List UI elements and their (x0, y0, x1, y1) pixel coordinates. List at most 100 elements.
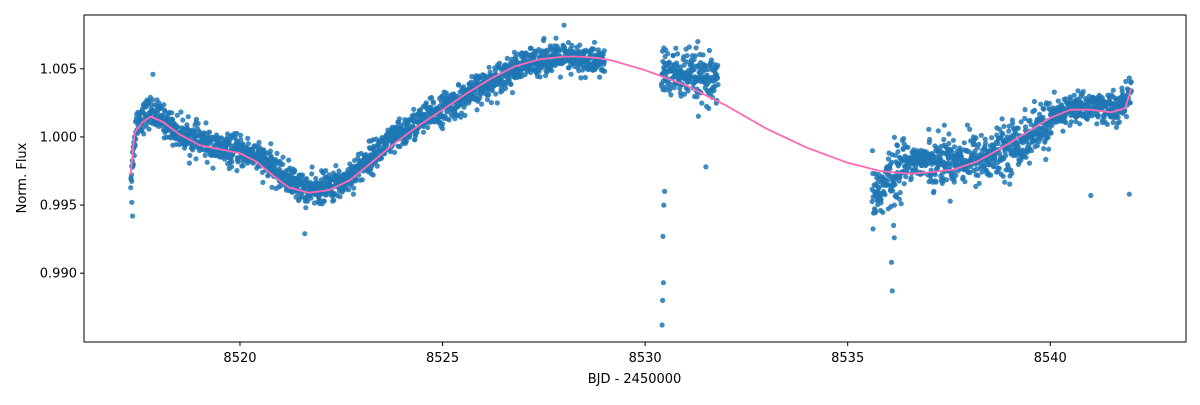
data-point (708, 57, 715, 63)
data-point (667, 85, 674, 91)
data-point (659, 322, 665, 328)
data-point (1095, 112, 1101, 118)
data-point (1015, 144, 1021, 150)
data-point (235, 159, 241, 165)
data-point (601, 48, 607, 54)
data-point (978, 132, 984, 138)
data-point (715, 62, 721, 68)
data-point (227, 137, 233, 143)
data-point (901, 181, 907, 187)
data-point (420, 129, 427, 135)
data-point (949, 149, 955, 155)
data-point (1055, 98, 1061, 104)
data-point (429, 94, 435, 101)
data-point (486, 64, 492, 70)
data-point (496, 60, 503, 66)
data-point (706, 47, 713, 54)
data-point (280, 154, 286, 160)
data-point (694, 94, 700, 100)
data-point (1088, 192, 1094, 199)
data-point (597, 74, 603, 80)
data-point (946, 140, 952, 147)
data-point (299, 172, 306, 178)
data-point (961, 140, 967, 146)
y-tick-label: 1.005 (40, 62, 77, 77)
data-point (193, 156, 199, 162)
data-point (489, 87, 495, 93)
data-point (245, 135, 251, 141)
data-point (303, 205, 309, 211)
data-point (557, 46, 563, 52)
data-point (528, 45, 534, 51)
data-point (691, 67, 697, 73)
data-point (869, 198, 875, 205)
data-point (891, 235, 897, 241)
data-point (1051, 89, 1057, 95)
data-point (705, 67, 711, 73)
data-point (1071, 92, 1077, 98)
data-point (1080, 88, 1086, 95)
data-point (486, 92, 492, 98)
data-point (440, 121, 446, 127)
data-point (591, 46, 597, 52)
data-point (996, 165, 1002, 171)
data-point (146, 126, 152, 132)
data-point (238, 137, 244, 143)
data-point (661, 202, 667, 208)
data-point (949, 172, 955, 179)
data-point (964, 122, 971, 128)
data-point (880, 209, 886, 215)
data-point (378, 155, 385, 161)
data-point (1116, 119, 1122, 125)
data-point (1122, 108, 1128, 114)
data-point (892, 182, 898, 188)
data-point (392, 149, 398, 155)
data-point (184, 122, 190, 128)
data-point (1010, 120, 1016, 127)
data-point (421, 123, 427, 129)
data-point (891, 134, 898, 140)
data-point (396, 116, 402, 122)
data-point (677, 85, 683, 92)
data-point (890, 188, 896, 194)
data-point (1032, 107, 1038, 113)
data-point (229, 164, 235, 170)
data-point (976, 141, 982, 147)
data-point (1023, 154, 1029, 160)
data-point (895, 149, 901, 155)
data-point (1063, 119, 1069, 126)
data-point (305, 198, 311, 204)
data-point (1002, 179, 1008, 185)
data-point (537, 74, 543, 80)
data-point (493, 91, 499, 97)
data-point (504, 55, 510, 62)
data-point (190, 143, 196, 149)
data-point (333, 163, 339, 169)
data-point (130, 213, 136, 219)
data-point (458, 114, 464, 120)
data-point (323, 168, 329, 174)
data-point (462, 112, 468, 118)
data-point (932, 171, 938, 178)
data-point (232, 134, 238, 140)
data-point (533, 52, 539, 58)
data-point (174, 112, 180, 118)
data-point (321, 198, 327, 204)
data-point (905, 144, 911, 150)
data-point (371, 143, 377, 149)
data-point (1123, 78, 1129, 85)
data-point (202, 152, 208, 158)
data-point (349, 180, 355, 186)
data-point (180, 117, 186, 123)
y-tick-label: 0.990 (40, 267, 77, 282)
data-point (337, 194, 343, 200)
x-tick-label: 8535 (831, 351, 864, 366)
data-point (374, 163, 380, 169)
data-point (557, 74, 564, 80)
data-point (947, 163, 954, 169)
data-point (700, 52, 706, 58)
data-point (681, 91, 688, 97)
data-point (685, 88, 691, 94)
data-point (908, 175, 914, 181)
